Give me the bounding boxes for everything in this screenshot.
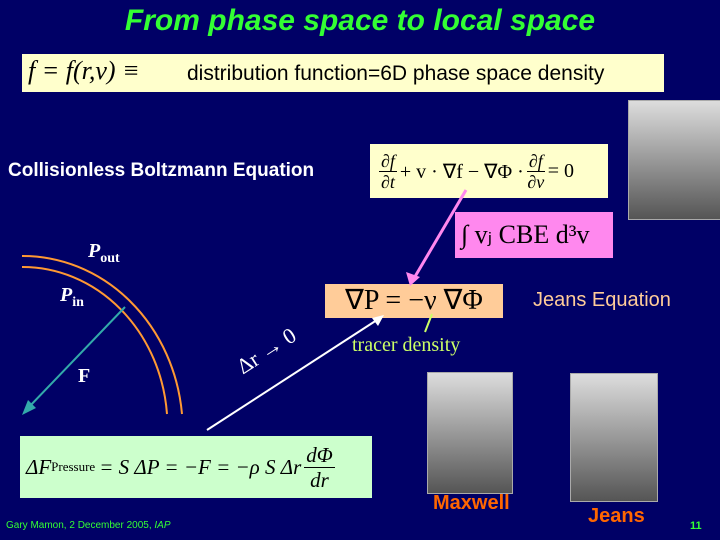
p-out-sub: out (100, 251, 120, 266)
boltzmann-portrait (628, 100, 720, 220)
frac-num: ∂f (526, 150, 545, 172)
force-label: F (78, 365, 91, 387)
force-arrow (27, 306, 126, 409)
jeans-equation: ∇P = −ν ∇Φ (325, 284, 503, 318)
cbe-mid: + v · ∇f − ∇Φ · (399, 160, 524, 183)
cbe-label: Collisionless Boltzmann Equation (8, 160, 315, 181)
cbe-equation: ∂f ∂t + v · ∇f − ∇Φ · ∂f ∂v = 0 (370, 144, 608, 198)
p-in-sub: in (72, 295, 84, 310)
inner-shell (21, 265, 168, 415)
limit-line (206, 317, 381, 431)
page-number: 11 (690, 520, 702, 532)
definition-math: f = f(r,v) ≡ (28, 56, 140, 85)
frac-den: ∂v (527, 171, 545, 192)
footer-org: IAP (154, 520, 171, 531)
jeans-name-label: Jeans (588, 505, 645, 527)
p-symbol: P (60, 284, 73, 306)
slide-title: From phase space to local space (124, 4, 596, 37)
frac-num: dΦ (304, 442, 335, 468)
tracer-arrow (424, 313, 433, 333)
integral-box: ∫ vⱼ CBE d³v (455, 212, 613, 258)
pressure-lhs: ΔF (26, 454, 52, 479)
tracer-density-label: tracer density (352, 334, 461, 356)
jeans-label: Jeans Equation (533, 289, 671, 311)
maxwell-portrait (427, 372, 513, 494)
cbe-end: = 0 (547, 159, 575, 182)
pressure-sub: Pressure (51, 459, 96, 474)
p-symbol: P (88, 240, 101, 262)
p-out-label: Pout (88, 240, 120, 267)
footer-credit: Gary Mamon, 2 December 2005, IAP (6, 520, 171, 531)
footer-text: Gary Mamon, 2 December 2005, (6, 520, 155, 531)
outer-shell (21, 254, 183, 415)
definition-text: distribution function=6D phase space den… (187, 62, 605, 85)
definition-box: f = f(r,v) ≡ distribution function=6D ph… (22, 54, 664, 92)
pressure-equation: ΔF Pressure = S ΔP = −F = −ρ S Δr dΦ dr (20, 436, 372, 498)
frac-num: ∂f (379, 150, 397, 172)
force-arrowhead (22, 400, 36, 415)
pressure-mid: = S ΔP = −F = −ρ S Δr (99, 454, 302, 479)
frac-den: ∂t (381, 171, 395, 192)
jeans-portrait (570, 373, 658, 502)
frac-den: dr (310, 467, 329, 492)
cbe-to-jeans-arrow (411, 189, 468, 281)
maxwell-label: Maxwell (433, 492, 510, 514)
p-in-label: Pin (60, 284, 84, 311)
